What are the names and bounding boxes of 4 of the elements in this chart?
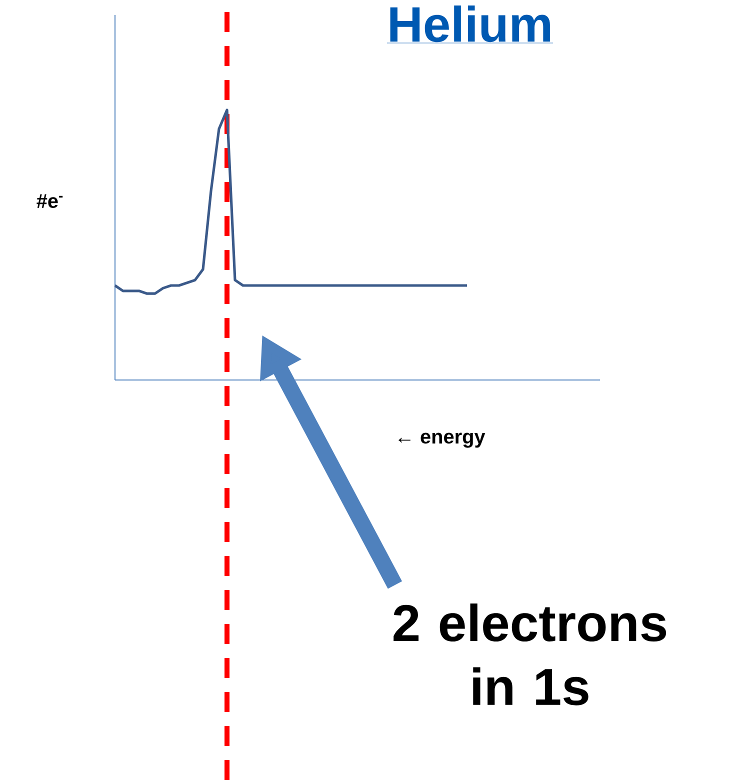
- x-axis-title: ← energy: [398, 432, 486, 448]
- chart-title: Helium: [390, 6, 550, 42]
- y-axis-title: #e$^{-}$: [36, 194, 63, 208]
- text: 2 electrons in 1s: [394, 604, 666, 706]
